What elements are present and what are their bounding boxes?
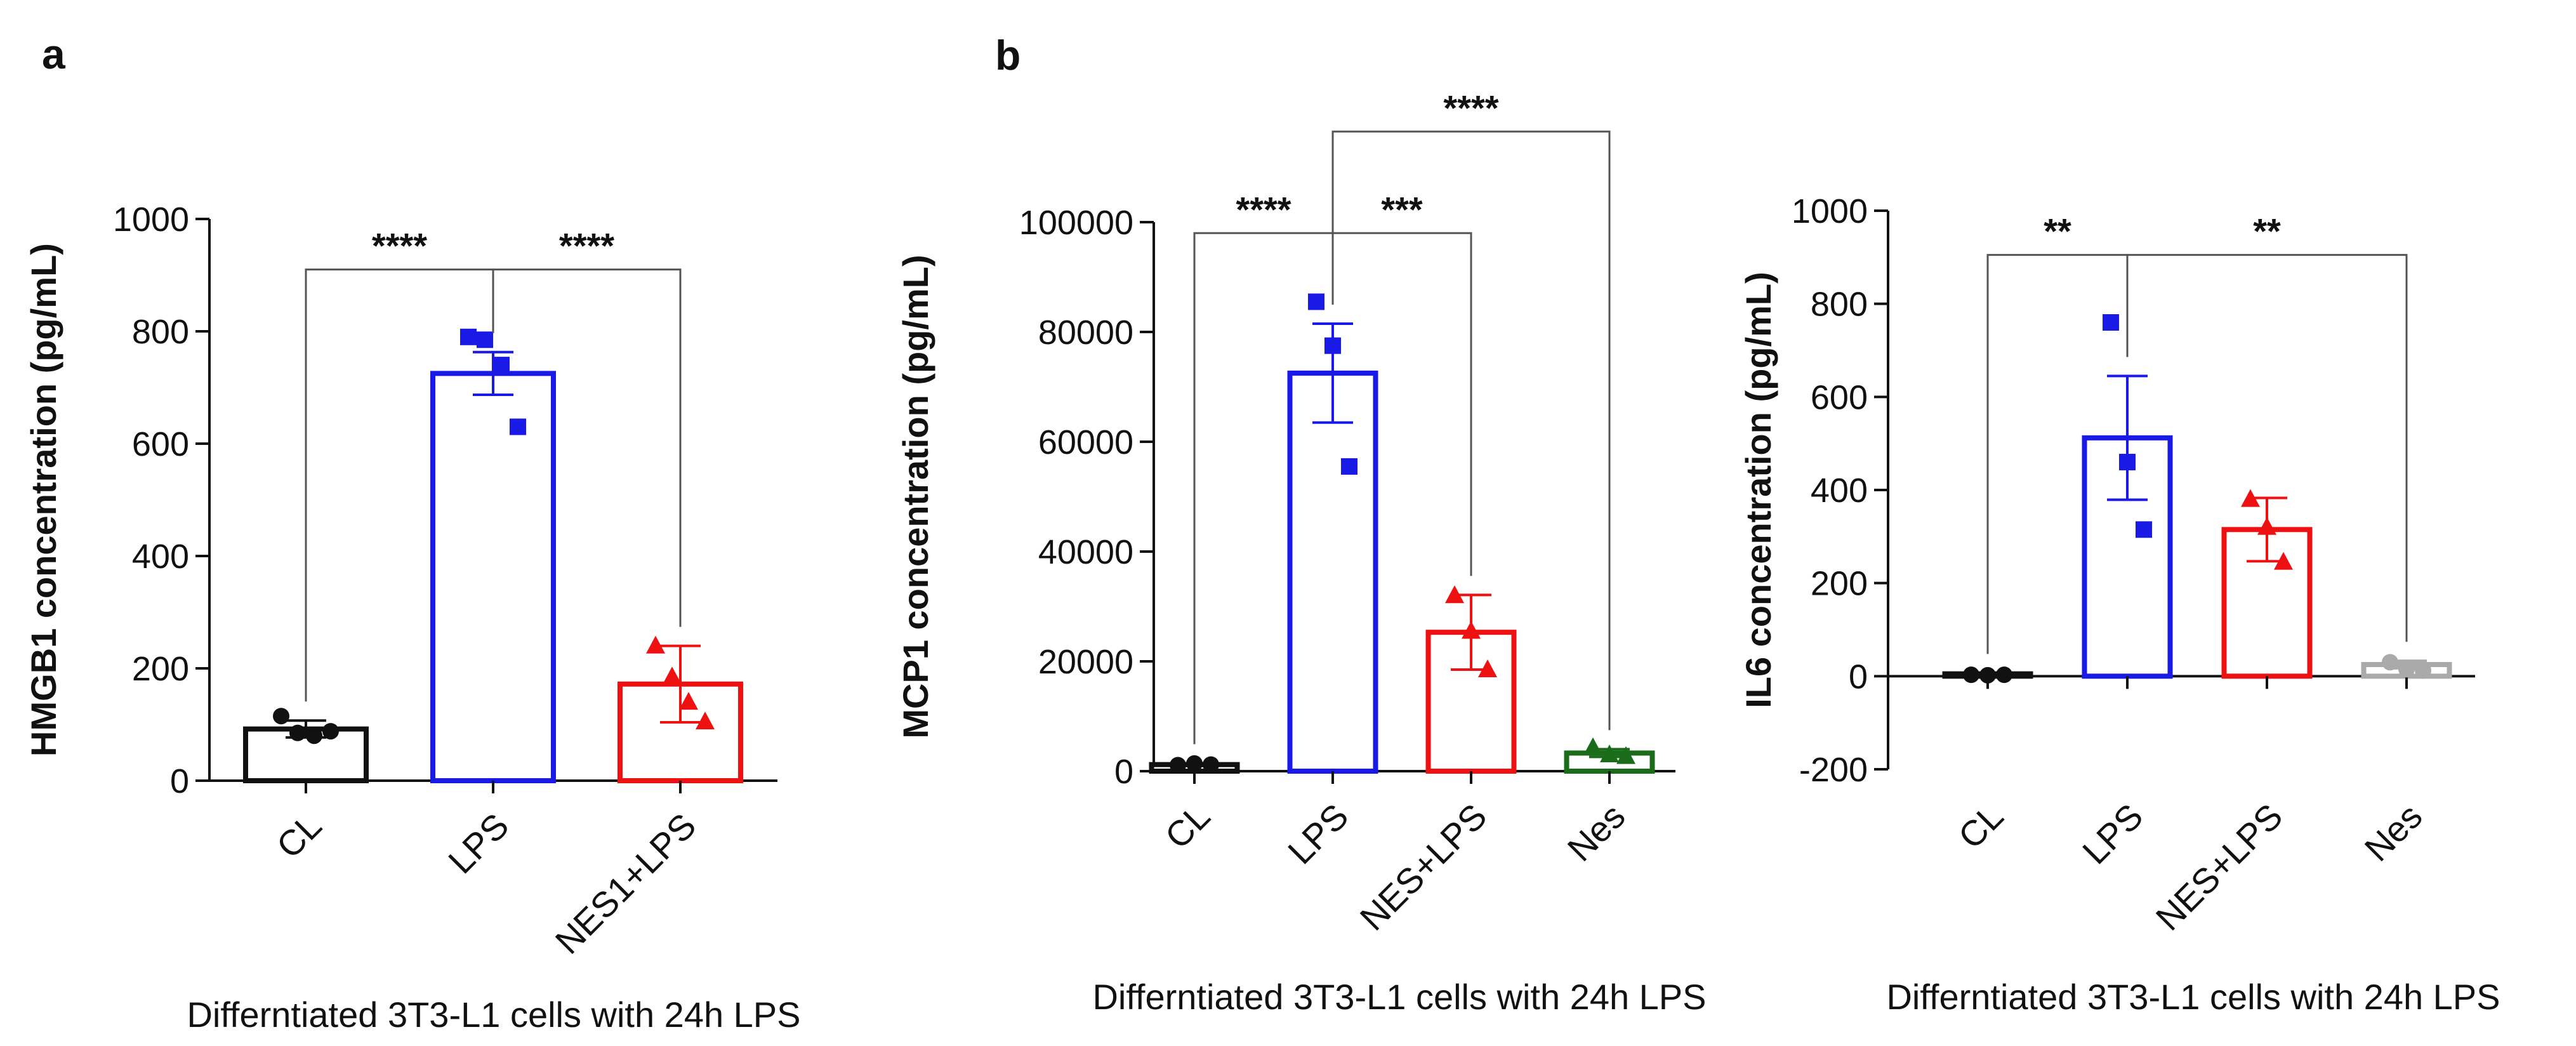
data-point: [1341, 458, 1357, 475]
bar: [2221, 527, 2313, 679]
y-tick-label: 200: [132, 650, 189, 688]
y-tick-label: 60000: [1038, 423, 1133, 461]
y-tick-label: 600: [1811, 378, 1868, 416]
data-point: [1445, 585, 1464, 604]
data-point: [289, 724, 306, 741]
y-tick-label: 40000: [1038, 533, 1133, 571]
y-tick-label: -200: [1799, 751, 1868, 789]
bar: [430, 371, 556, 783]
y-tick-label: 0: [170, 762, 189, 800]
data-point: [2257, 517, 2276, 535]
bar: [1287, 370, 1378, 774]
data-point: [2136, 521, 2152, 538]
data-point: [2119, 454, 2136, 470]
significance-bracket: [1331, 130, 1611, 731]
data-point: [1583, 737, 1602, 755]
data-point: [2398, 661, 2415, 678]
significance-label: ***: [1381, 189, 1423, 229]
data-point: [1616, 746, 1635, 764]
data-point: [646, 635, 665, 654]
significance-bracket: [492, 268, 682, 627]
y-tick-label: 800: [1811, 286, 1868, 324]
data-point: [679, 692, 698, 710]
data-point: [1203, 756, 1219, 773]
x-axis-title: Differntiated 3T3-L1 cells with 24h LPS: [1886, 977, 2500, 1017]
data-point: [1979, 666, 1996, 684]
data-point: [2103, 314, 2119, 331]
data-point: [663, 666, 682, 685]
x-axis-title: Differntiated 3T3-L1 cells with 24h LPS: [187, 995, 800, 1035]
data-point: [1478, 659, 1497, 677]
significance-label: ****: [559, 226, 614, 266]
y-tick-label: 80000: [1038, 314, 1133, 352]
data-point: [1462, 621, 1481, 639]
y-tick-label: 0: [1114, 753, 1133, 791]
data-point: [1600, 745, 1619, 763]
y-tick-label: 400: [1811, 472, 1868, 510]
data-point: [1170, 757, 1186, 774]
y-tick-label: 1000: [113, 201, 189, 239]
significance-label: **: [2044, 211, 2071, 251]
data-point: [460, 328, 477, 345]
significance-label: ****: [1443, 88, 1498, 128]
data-point: [1996, 666, 2012, 684]
data-point: [322, 723, 339, 740]
significance-label: ****: [1236, 189, 1291, 229]
data-point: [1324, 337, 1341, 354]
data-point: [2274, 552, 2293, 570]
data-point: [510, 418, 526, 435]
data-point: [1186, 755, 1203, 772]
y-tick-label: 600: [132, 425, 189, 463]
panel-letter-a: a: [42, 30, 66, 77]
panel-letter-b: b: [995, 32, 1020, 79]
y-axis-title: MCP1 concentration (pg/mL): [895, 255, 935, 738]
significance-label: **: [2253, 211, 2281, 251]
y-tick-label: 1000: [1792, 192, 1868, 230]
data-point: [1308, 293, 1324, 310]
data-point: [477, 331, 493, 348]
y-tick-label: 0: [1849, 658, 1868, 696]
y-tick-label: 400: [132, 538, 189, 576]
y-tick-label: 800: [132, 313, 189, 351]
y-axis-title: HMGB1 concentration (pg/mL): [23, 243, 63, 757]
data-point: [2241, 489, 2260, 507]
data-point: [273, 708, 289, 725]
significance-bracket: [2126, 254, 2408, 642]
x-axis-title: Differntiated 3T3-L1 cells with 24h LPS: [1092, 977, 1706, 1017]
y-tick-label: 20000: [1038, 643, 1133, 681]
data-point: [2415, 662, 2431, 679]
data-point: [1963, 666, 1979, 684]
data-point: [2382, 654, 2398, 671]
significance-label: ****: [372, 226, 427, 266]
data-point: [696, 712, 715, 730]
y-axis-title: IL6 concentration (pg/mL): [1738, 272, 1778, 708]
y-tick-label: 100000: [1019, 204, 1133, 242]
data-point: [306, 727, 322, 745]
y-tick-label: 200: [1811, 565, 1868, 603]
data-point: [493, 357, 510, 374]
